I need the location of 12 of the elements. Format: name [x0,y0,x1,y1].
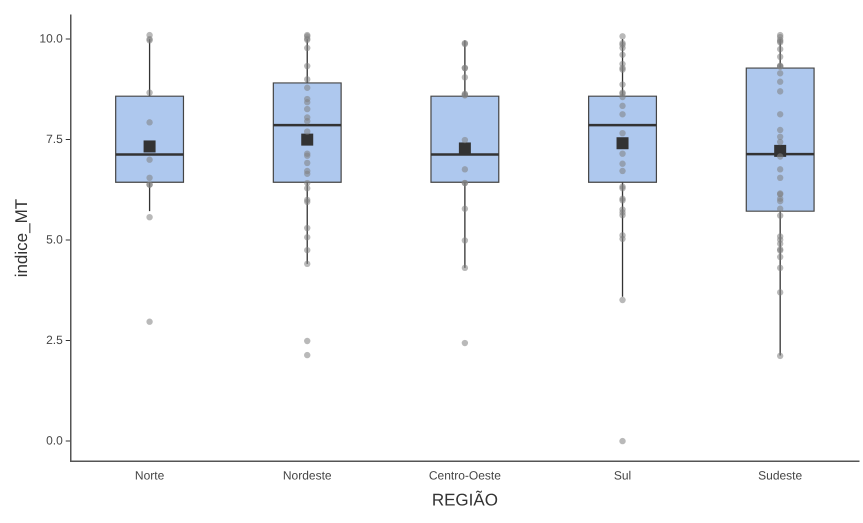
x-tick-label: Nordeste [282,468,332,483]
y-tick-label: 0.0 [46,433,64,448]
y-tick-label: 5.0 [46,232,64,246]
y-tick-label: 7.5 [46,132,64,146]
x-tick-label: Sul [614,468,632,483]
y-tick-label: 10.0 [39,31,64,46]
x-tick-label: Norte [134,468,165,483]
x-tick-label: Sudeste [758,468,803,483]
x-tick-label: Centro-Oeste [428,468,502,483]
y-axis-title: indice_MT [12,198,31,278]
y-tick-label: 2.5 [46,332,64,347]
x-axis-title: REGIÃO [432,490,498,510]
